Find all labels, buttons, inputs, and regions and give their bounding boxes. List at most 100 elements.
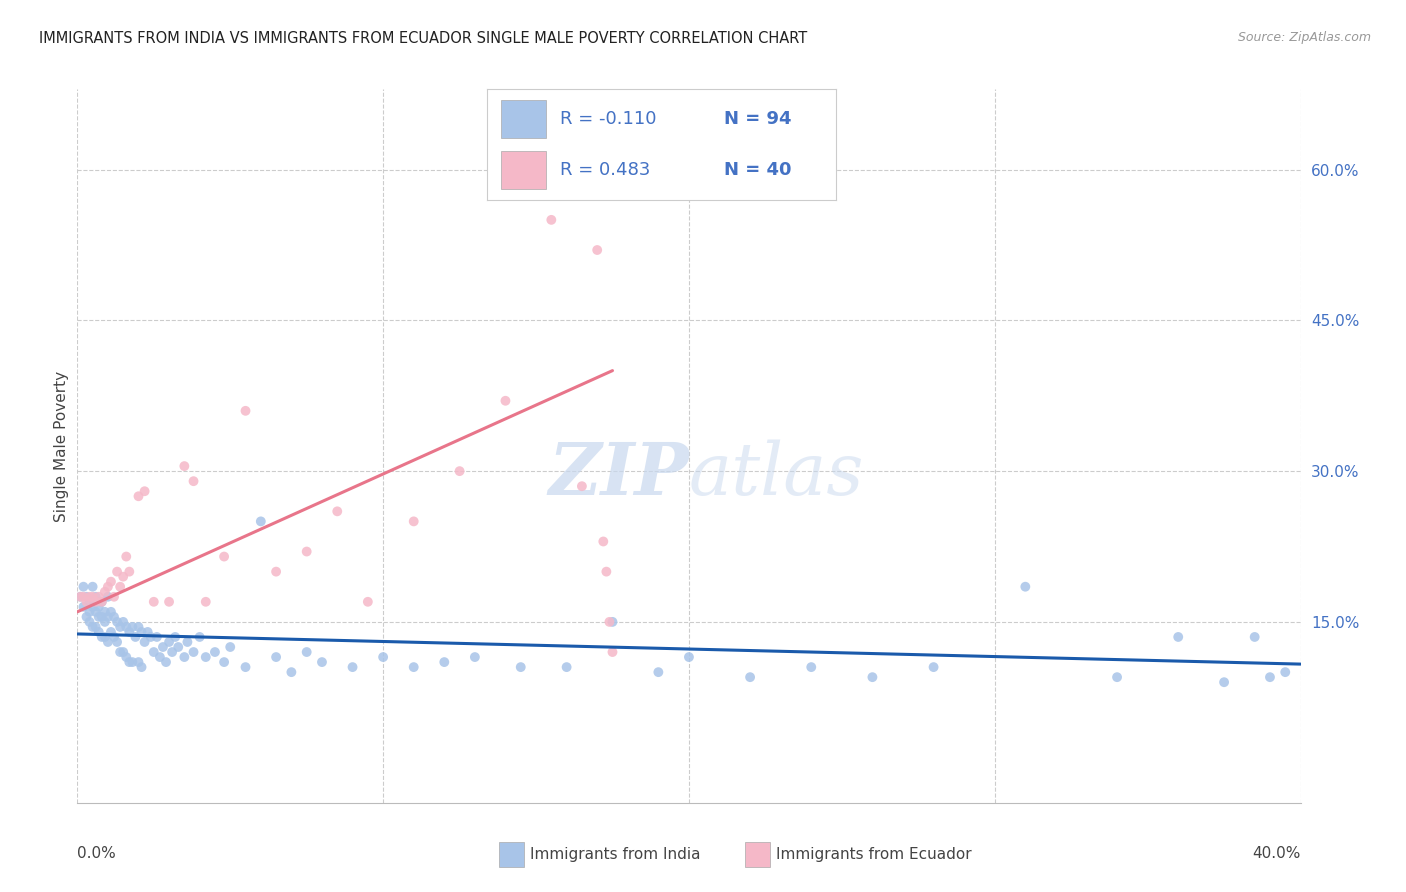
Point <box>69 590 91 604</box>
Point <box>131 624 153 639</box>
Point <box>128 655 150 669</box>
Point <box>235 404 257 418</box>
Point <box>264 565 287 579</box>
Point <box>602 615 624 629</box>
Point <box>105 635 128 649</box>
Point <box>862 670 884 684</box>
Point <box>108 620 131 634</box>
Point <box>142 645 165 659</box>
Point <box>571 479 593 493</box>
Point <box>342 660 364 674</box>
Point <box>87 610 110 624</box>
Point <box>128 489 150 503</box>
Point <box>121 620 143 634</box>
Point <box>94 584 117 599</box>
Point <box>87 624 110 639</box>
Point <box>108 580 131 594</box>
Point <box>82 580 104 594</box>
Point <box>264 650 287 665</box>
Point <box>90 595 112 609</box>
Point <box>79 615 101 629</box>
Point <box>212 549 235 564</box>
Point <box>136 624 159 639</box>
Point <box>555 660 578 674</box>
Text: IMMIGRANTS FROM INDIA VS IMMIGRANTS FROM ECUADOR SINGLE MALE POVERTY CORRELATION: IMMIGRANTS FROM INDIA VS IMMIGRANTS FROM… <box>39 31 807 46</box>
Point <box>87 590 110 604</box>
Point <box>94 630 117 644</box>
Text: atlas: atlas <box>689 439 865 510</box>
Point <box>94 615 117 629</box>
Point <box>82 590 104 604</box>
Point <box>157 635 180 649</box>
Point <box>678 650 700 665</box>
Text: Source: ZipAtlas.com: Source: ZipAtlas.com <box>1237 31 1371 45</box>
Point <box>1243 630 1265 644</box>
Point <box>72 580 94 594</box>
Point <box>100 624 122 639</box>
Point <box>176 635 198 649</box>
Point <box>402 515 425 529</box>
Point <box>90 610 112 624</box>
Text: Immigrants from India: Immigrants from India <box>530 847 700 862</box>
Point <box>592 534 614 549</box>
Point <box>157 595 180 609</box>
Point <box>509 660 531 674</box>
Point <box>79 605 101 619</box>
Point <box>1014 580 1036 594</box>
Point <box>1167 630 1189 644</box>
Point <box>105 615 128 629</box>
Point <box>540 212 562 227</box>
Text: ZIP: ZIP <box>548 439 689 510</box>
Point <box>1274 665 1296 680</box>
Point <box>586 243 609 257</box>
Point <box>79 595 101 609</box>
Point <box>100 574 122 589</box>
Point <box>142 595 165 609</box>
Point <box>84 605 107 619</box>
Point <box>295 645 318 659</box>
Point <box>595 565 617 579</box>
Point <box>183 474 205 488</box>
Point <box>212 655 235 669</box>
Point <box>131 660 153 674</box>
Point <box>152 640 174 654</box>
Point <box>235 660 257 674</box>
Point <box>90 630 112 644</box>
Point <box>188 630 211 644</box>
Point <box>250 515 273 529</box>
Text: Immigrants from Ecuador: Immigrants from Ecuador <box>776 847 972 862</box>
Point <box>76 610 98 624</box>
Point <box>115 650 138 665</box>
Point <box>105 565 128 579</box>
Point <box>128 620 150 634</box>
Point <box>103 630 125 644</box>
Point <box>371 650 394 665</box>
Point <box>115 549 138 564</box>
Text: 40.0%: 40.0% <box>1253 846 1301 861</box>
Point <box>112 569 135 583</box>
Point <box>118 624 141 639</box>
Point <box>90 595 112 609</box>
Point <box>402 660 425 674</box>
Point <box>72 590 94 604</box>
Point <box>139 630 162 644</box>
Y-axis label: Single Male Poverty: Single Male Poverty <box>53 370 69 522</box>
Point <box>149 650 172 665</box>
Point <box>72 599 94 614</box>
Point <box>280 665 302 680</box>
Point <box>97 610 120 624</box>
Point <box>922 660 945 674</box>
Point <box>69 590 91 604</box>
Point <box>173 459 195 474</box>
Point <box>112 645 135 659</box>
Point <box>602 645 624 659</box>
Point <box>84 595 107 609</box>
Point <box>97 635 120 649</box>
Point <box>97 580 120 594</box>
Point <box>76 595 98 609</box>
Point <box>146 630 169 644</box>
Point <box>100 605 122 619</box>
Point <box>134 635 156 649</box>
Point <box>495 393 517 408</box>
Point <box>112 615 135 629</box>
